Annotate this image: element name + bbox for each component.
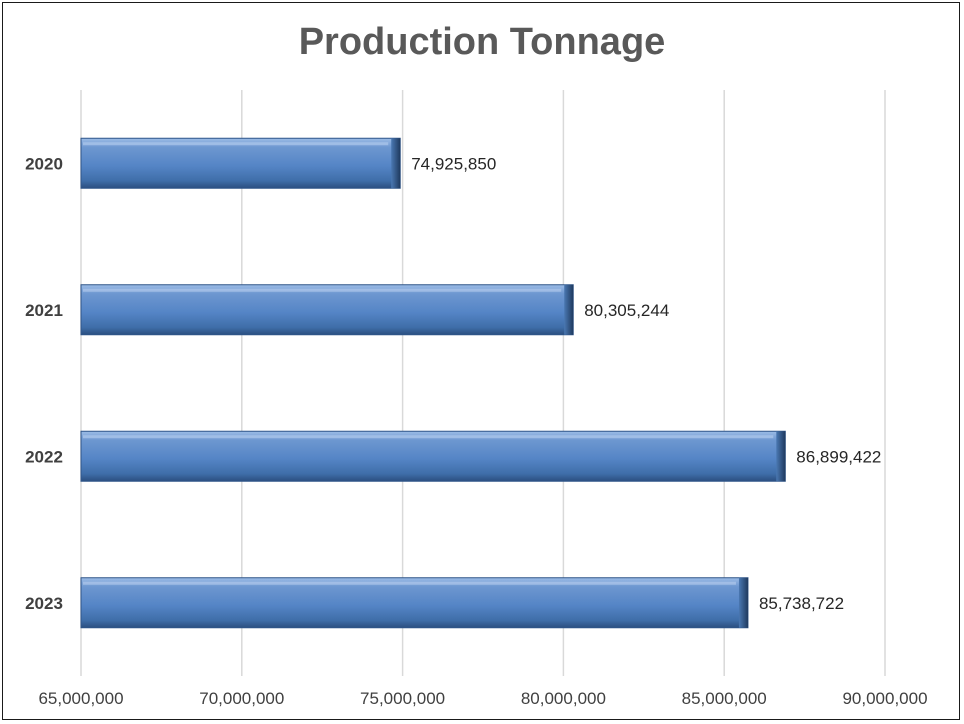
bar-body (80, 284, 574, 336)
x-tick-label: 90,000,000 (842, 689, 927, 708)
bar-2021 (80, 284, 574, 336)
bars (80, 137, 786, 629)
bar-highlight (83, 581, 736, 585)
data-label: 85,738,722 (759, 594, 844, 613)
x-tick-label: 85,000,000 (682, 689, 767, 708)
bar-end-bevel (776, 431, 786, 482)
bar-end-bevel (391, 138, 401, 189)
x-tick-label: 80,000,000 (521, 689, 606, 708)
bar-end-bevel (738, 577, 748, 628)
bar-highlight (83, 288, 562, 292)
data-label: 74,925,850 (411, 154, 496, 173)
bar-2023 (80, 577, 749, 629)
bar-end-bevel (564, 284, 574, 335)
bar-2022 (80, 430, 786, 482)
y-category-label: 2023 (25, 594, 63, 613)
bar-highlight (83, 435, 774, 439)
x-tick-label: 65,000,000 (38, 689, 123, 708)
y-category-label: 2021 (25, 301, 63, 320)
bar-body (80, 577, 749, 629)
bar-highlight (83, 142, 389, 146)
bar-2020 (80, 137, 401, 189)
y-category-label: 2020 (25, 154, 63, 173)
x-axis-ticks: 65,000,000 70,000,000 75,000,000 80,000,000… (38, 689, 927, 708)
y-axis-categories: 2020 2021 2022 2023 (25, 154, 63, 613)
bar-body (80, 430, 786, 482)
x-tick-label: 70,000,000 (199, 689, 284, 708)
data-labels: 74,925,850 80,305,244 86,899,422 85,738,722 (411, 154, 881, 613)
y-category-label: 2022 (25, 447, 63, 466)
chart-title: Production Tonnage (299, 21, 666, 63)
data-label: 80,305,244 (584, 301, 669, 320)
data-label: 86,899,422 (796, 447, 881, 466)
x-tick-label: 75,000,000 (360, 689, 445, 708)
bar-body (80, 137, 401, 189)
